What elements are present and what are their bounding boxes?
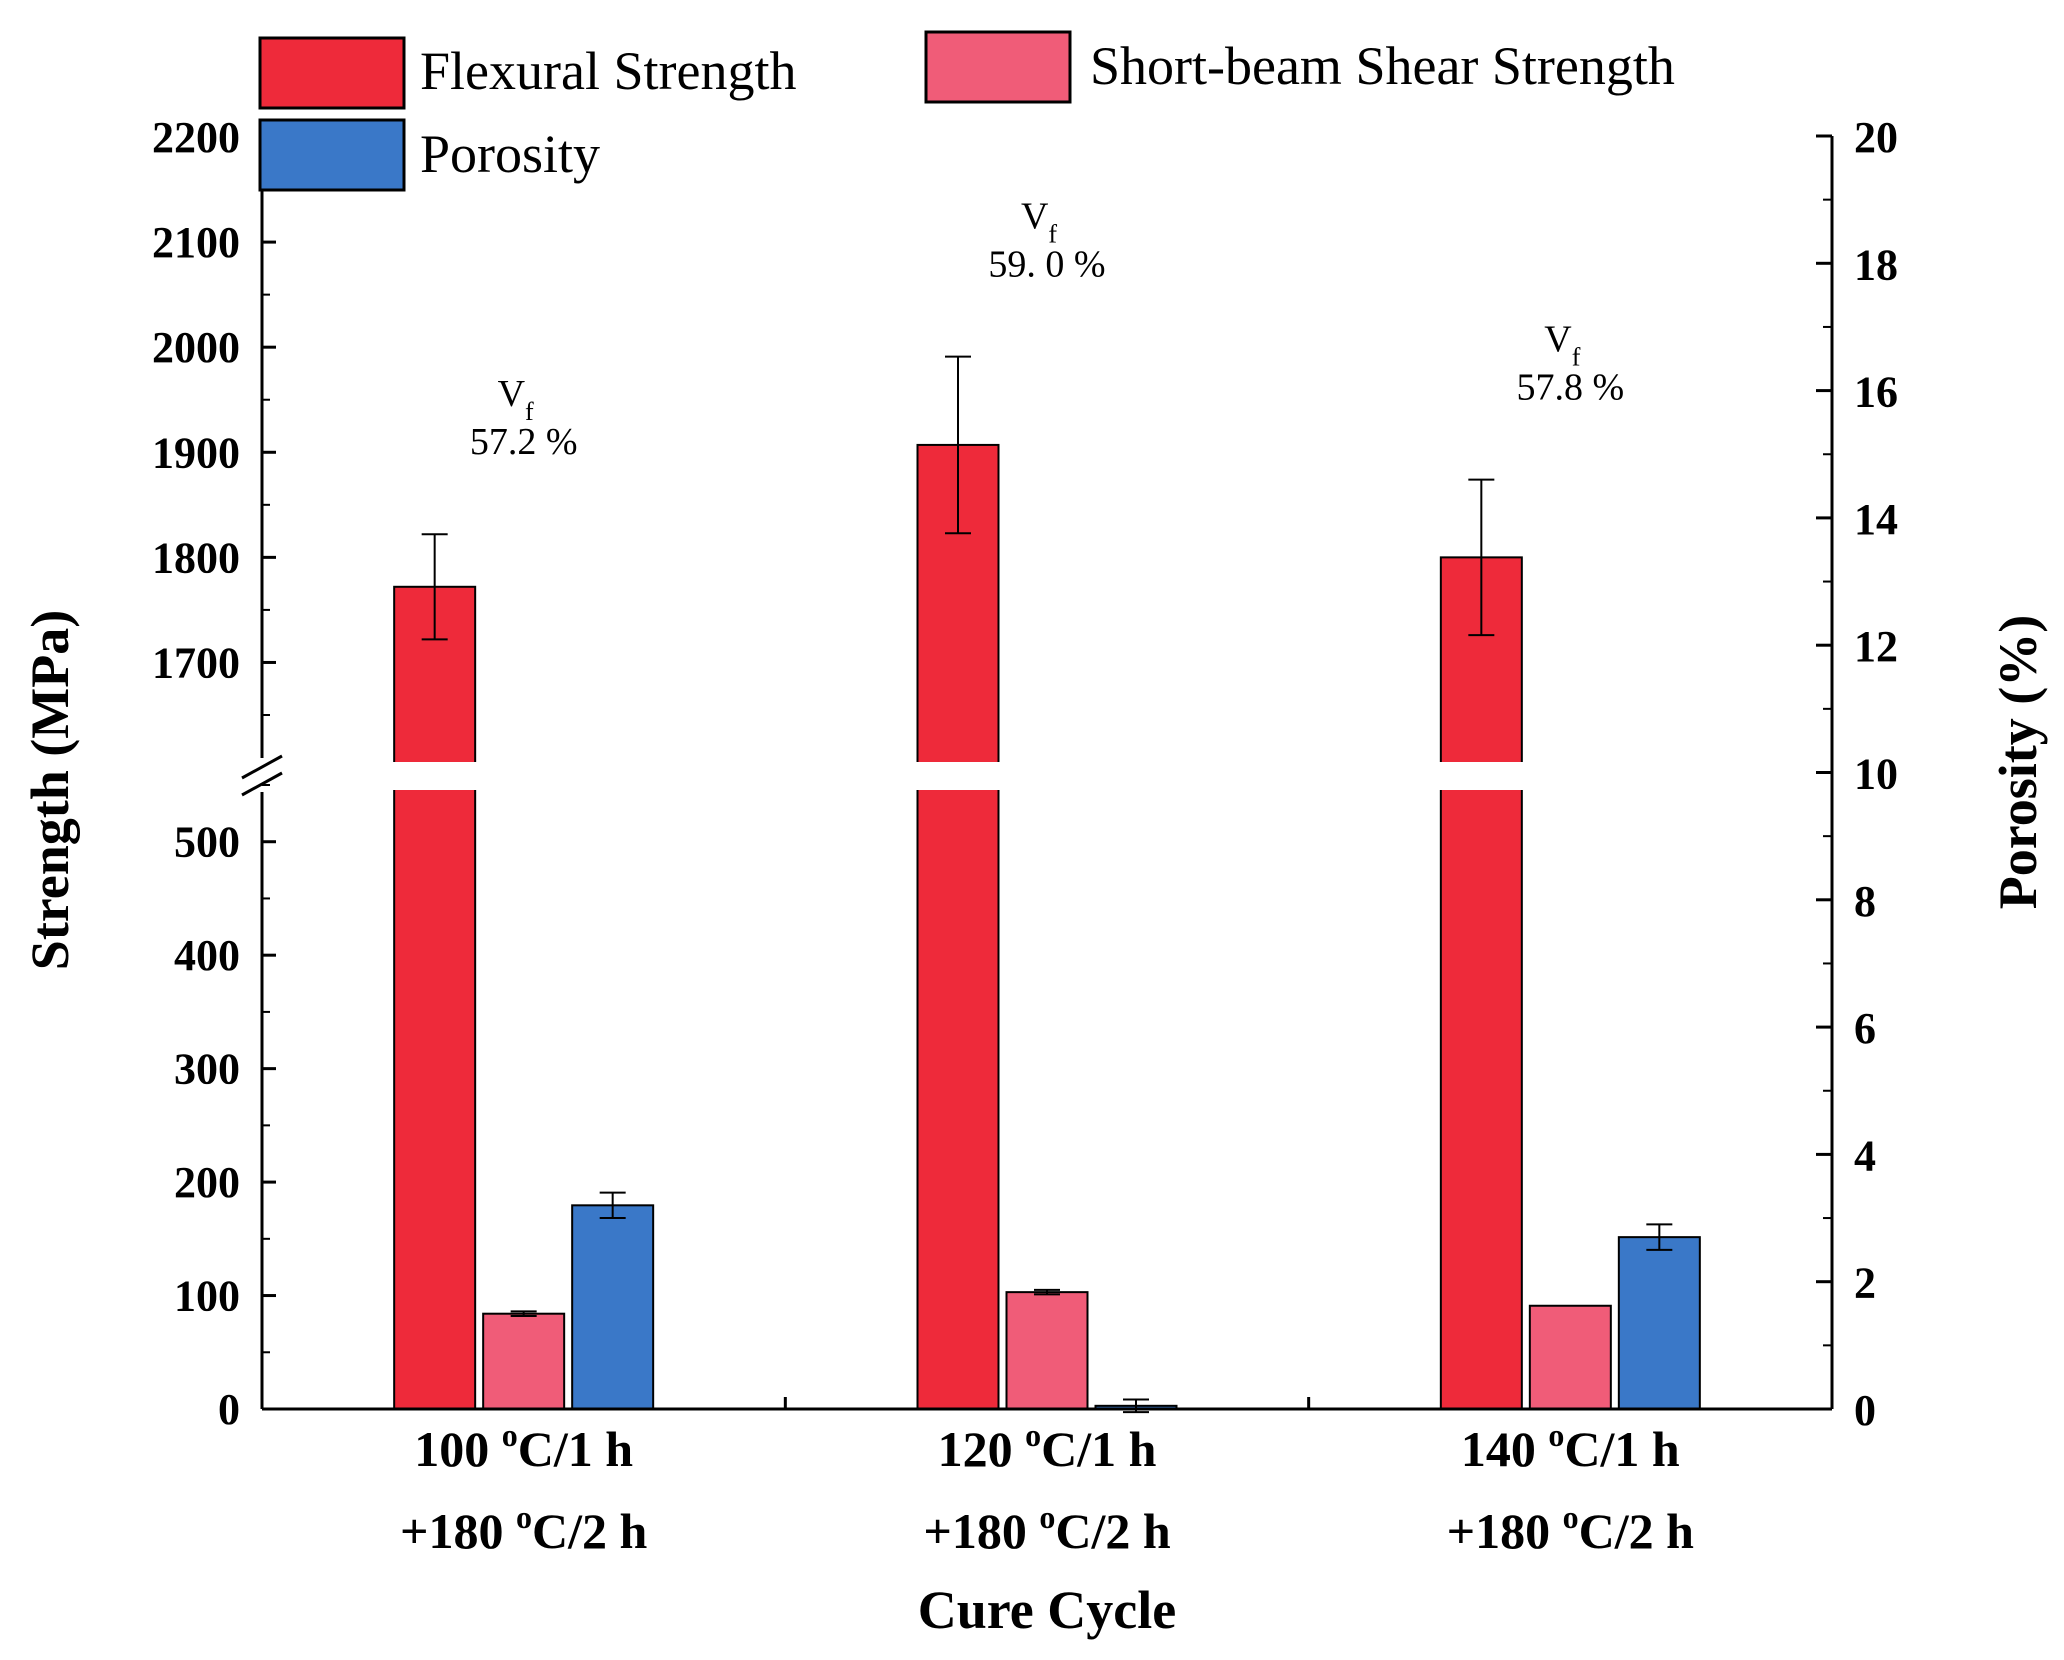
degree-sup: o [1548,1417,1564,1453]
category-unit: C/2 h [1579,1503,1695,1559]
left-tick-label: 100 [174,1272,240,1321]
legend: Flexural Strength Short-beam Shear Streng… [258,30,1675,192]
left-tick-label: 500 [174,818,240,867]
bar-short-beam-shear-strength-0 [482,1312,566,1411]
category-label-line2: +180 oC/2 h [923,1499,1171,1559]
legend-label: Porosity [420,124,600,184]
degree-sup: o [1563,1499,1579,1535]
axis-break-gap [265,762,1829,790]
legend-item-flexural-strength: Flexural Strength [258,36,796,110]
vf-sub: f [1572,343,1581,372]
category-unit: C/1 h [1564,1421,1680,1477]
error-bar-1-1 [1034,1288,1060,1296]
right-tick-label: 18 [1854,240,1898,289]
vf-value: 59. 0 % [988,244,1105,286]
bar-flexural-strength-1 [916,443,1000,1410]
bar-flexural-strength-0 [393,585,477,1410]
left-tick-label: 200 [174,1158,240,1207]
vf-value: 57.8 % [1517,367,1625,409]
vf-v: V [1544,319,1572,361]
left-tick-label: 400 [174,931,240,980]
right-tick-label: 20 [1854,113,1898,162]
error-bar-0-2 [1468,478,1495,637]
category-label-line2: +180 oC/2 h [1447,1499,1695,1559]
right-tick-label: 4 [1854,1131,1876,1180]
y-axis-title-right: Porosity (%) [1988,615,2048,909]
category-number: 120 [938,1421,1026,1477]
category-number: +180 [400,1503,516,1559]
legend-swatch [924,30,1072,104]
category-unit: C/1 h [518,1421,634,1477]
degree-sup: o [1025,1417,1041,1453]
vf-symbol: Vf [498,373,534,426]
degree-sup: o [1039,1499,1055,1535]
left-tick-label: 300 [174,1045,240,1094]
legend-label: Flexural Strength [420,41,796,101]
bar-short-beam-shear-strength-2 [1528,1304,1612,1410]
right-tick-label: 8 [1854,877,1876,926]
right-tick-label: 16 [1854,368,1898,417]
bars-layer [265,355,1829,1414]
error-bar-0-1 [945,355,971,535]
left-tick-label: 0 [218,1385,240,1434]
category-unit: C/2 h [1055,1503,1171,1559]
vf-v: V [498,373,526,415]
category-label-line1: 120 oC/1 h [938,1417,1157,1477]
legend-swatch [258,36,406,110]
right-tick-label: 2 [1854,1259,1876,1308]
vf-symbol: Vf [1021,196,1057,249]
category-number: +180 [923,1503,1039,1559]
category-number: 140 [1461,1421,1549,1477]
error-bar-0-0 [421,533,448,641]
left-tick-label: 2200 [152,113,240,162]
legend-item-porosity: Porosity [258,118,600,192]
axes-layer [241,134,1834,1411]
legend-item-short-beam-shear-strength: Short-beam Shear Strength [924,30,1675,104]
error-bar-2-2 [1646,1223,1673,1251]
right-tick-label: 10 [1854,750,1898,799]
legend-swatch [258,118,406,192]
vf-symbol: Vf [1544,319,1580,372]
bar-porosity-0 [571,1204,655,1410]
category-number: +180 [1447,1503,1563,1559]
vf-sub: f [525,397,534,426]
degree-sup: o [502,1417,518,1453]
degree-sup: o [516,1499,532,1535]
vf-v: V [1021,196,1049,238]
category-unit: C/1 h [1041,1421,1157,1477]
category-label-line2: +180 oC/2 h [400,1499,648,1559]
left-tick-label: 1700 [152,638,240,687]
bar-short-beam-shear-strength-1 [1005,1291,1089,1411]
right-tick-label: 14 [1854,495,1898,544]
category-label-line1: 100 oC/1 h [414,1417,633,1477]
labels-layer: 1700180019002000210022000100200300400500… [20,113,2048,1640]
legend-label: Short-beam Shear Strength [1090,36,1675,96]
error-bar-2-0 [599,1191,626,1220]
category-number: 100 [414,1421,502,1477]
left-tick-label: 2100 [152,218,240,267]
x-axis-title: Cure Cycle [918,1580,1176,1640]
right-tick-label: 12 [1854,622,1898,671]
category-label-line1: 140 oC/1 h [1461,1417,1680,1477]
left-tick-label: 1900 [152,428,240,477]
left-tick-label: 1800 [152,533,240,582]
axis-break-mark-1 [241,754,283,780]
y-axis-title-left: Strength (MPa) [20,610,80,970]
left-tick-label: 2000 [152,323,240,372]
right-tick-label: 0 [1854,1386,1876,1435]
bar-flexural-strength-2 [1439,556,1523,1410]
vf-sub: f [1048,220,1057,249]
bar-porosity-2 [1617,1236,1701,1411]
right-tick-label: 6 [1854,1004,1876,1053]
category-unit: C/2 h [532,1503,648,1559]
error-bar-1-0 [510,1310,537,1317]
vf-value: 57.2 % [470,421,578,463]
